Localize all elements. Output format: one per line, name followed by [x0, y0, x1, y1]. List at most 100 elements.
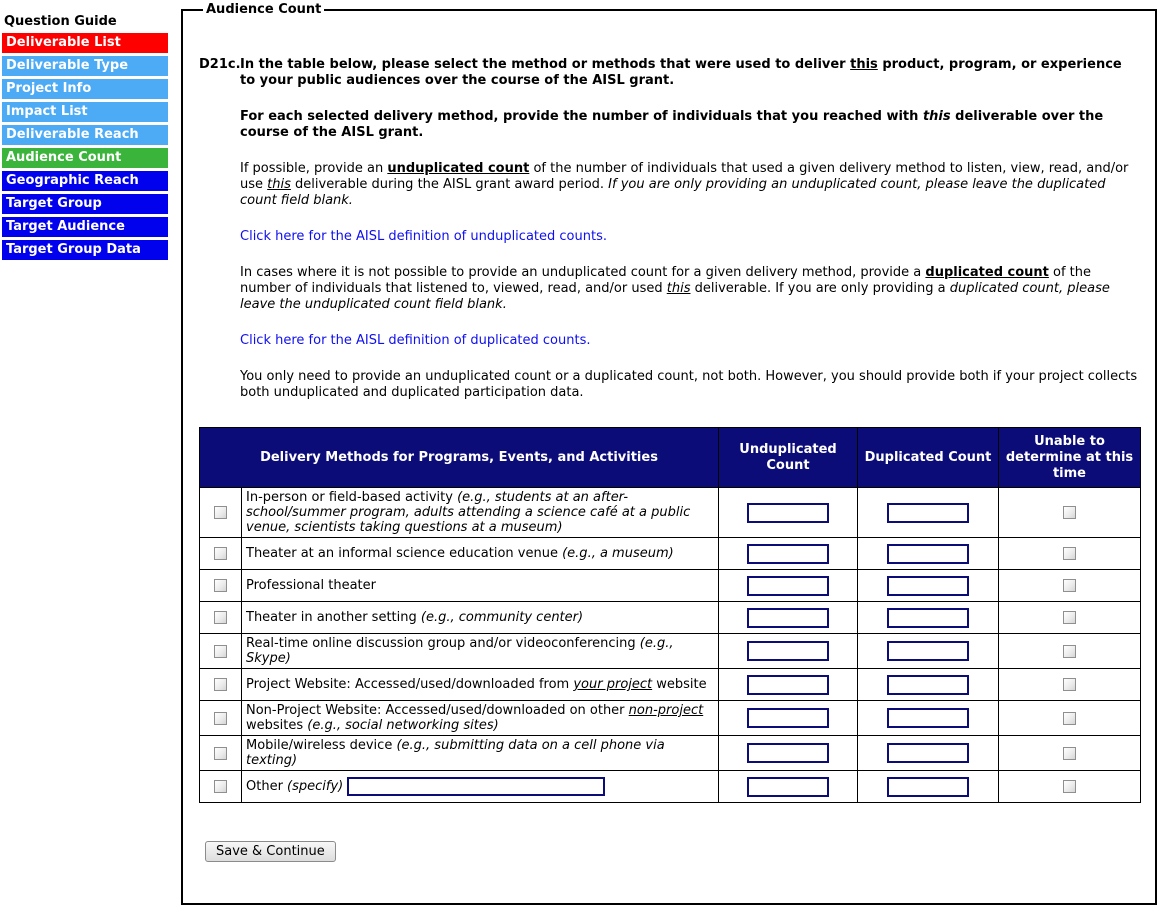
- method-select-cell: [199, 569, 242, 602]
- sidebar-nav-item[interactable]: Impact List: [2, 102, 168, 122]
- method-checkbox[interactable]: [214, 711, 227, 725]
- table-row: Theater in another setting (e.g., commun…: [199, 601, 1141, 634]
- sidebar-nav-item-label: Deliverable Reach: [6, 127, 139, 142]
- footer-actions: Save & Continue: [205, 841, 1141, 862]
- other-specify-input[interactable]: [347, 777, 606, 796]
- audience-count-panel: Audience Count D21c. In the table below,…: [181, 2, 1157, 905]
- duplicated-count-input[interactable]: [887, 543, 969, 564]
- unduplicated-count-cell: [718, 601, 858, 634]
- delivery-method-label: Theater at an informal science education…: [246, 546, 674, 561]
- delivery-method-label: Mobile/wireless device (e.g., submitting…: [246, 738, 665, 768]
- unable-to-determine-cell: [998, 601, 1141, 634]
- delivery-method-label: Non-Project Website: Accessed/used/downl…: [246, 703, 704, 733]
- delivery-method-cell: Theater at an informal science education…: [241, 537, 719, 570]
- unduplicated-count-input[interactable]: [747, 543, 829, 564]
- sidebar-nav-item-label: Target Group: [6, 196, 102, 211]
- method-checkbox[interactable]: [214, 644, 227, 658]
- duplicated-count-cell: [857, 569, 999, 602]
- sidebar-nav-item[interactable]: Target Group: [2, 194, 168, 214]
- sidebar-nav-item[interactable]: Target Group Data: [2, 240, 168, 260]
- duplicated-count-input[interactable]: [887, 641, 969, 661]
- table-row: Real-time online discussion group and/or…: [199, 633, 1141, 669]
- sidebar-nav-item-label: Project Info: [6, 81, 92, 96]
- method-checkbox[interactable]: [214, 506, 227, 519]
- question-paragraph: In the table below, please select the me…: [240, 57, 1122, 88]
- header-unduplicated-count: Unduplicated Count: [718, 427, 858, 488]
- method-checkbox[interactable]: [214, 746, 227, 760]
- unduplicated-count-cell: [718, 700, 858, 736]
- delivery-method-cell: Other (specify): [241, 770, 719, 803]
- method-checkbox[interactable]: [214, 611, 227, 624]
- duplicated-count-input[interactable]: [887, 575, 969, 596]
- unable-to-determine-cell: [998, 700, 1141, 736]
- definition-link[interactable]: Click here for the AISL definition of un…: [240, 229, 607, 244]
- method-checkbox[interactable]: [214, 678, 227, 691]
- method-checkbox[interactable]: [214, 547, 227, 560]
- sidebar-nav-item[interactable]: Project Info: [2, 79, 168, 99]
- unable-checkbox[interactable]: [1063, 644, 1076, 658]
- method-select-cell: [199, 633, 242, 669]
- delivery-method-label: Project Website: Accessed/used/downloade…: [246, 677, 707, 692]
- sidebar-nav-item[interactable]: Deliverable Reach: [2, 125, 168, 145]
- unduplicated-count-input[interactable]: [747, 708, 829, 728]
- sidebar-nav-item[interactable]: Deliverable Type: [2, 56, 168, 76]
- sidebar-nav-item[interactable]: Audience Count: [2, 148, 168, 168]
- duplicated-count-cell: [857, 770, 999, 803]
- unduplicated-count-cell: [718, 735, 858, 771]
- method-checkbox[interactable]: [214, 780, 227, 793]
- duplicated-count-input[interactable]: [887, 708, 969, 728]
- unable-checkbox[interactable]: [1063, 746, 1076, 760]
- delivery-method-label: Real-time online discussion group and/or…: [246, 636, 674, 666]
- duplicated-count-cell: [857, 537, 999, 570]
- unduplicated-count-input[interactable]: [747, 575, 829, 596]
- definition-link[interactable]: Click here for the AISL definition of du…: [240, 333, 591, 348]
- delivery-method-label: Other (specify): [246, 779, 344, 794]
- table-row: In-person or field-based activity (e.g.,…: [199, 487, 1141, 538]
- unable-checkbox[interactable]: [1063, 780, 1076, 793]
- sidebar-heading: Question Guide: [4, 14, 117, 29]
- sidebar-nav-item[interactable]: Target Audience: [2, 217, 168, 237]
- table-row: Professional theater: [199, 569, 1141, 602]
- delivery-method-cell: Theater in another setting (e.g., commun…: [241, 601, 719, 634]
- unable-checkbox[interactable]: [1063, 579, 1076, 592]
- sidebar-nav: Deliverable List Deliverable Type Project …: [2, 33, 168, 260]
- unduplicated-count-input[interactable]: [747, 607, 829, 628]
- sidebar-nav-item-label: Audience Count: [6, 150, 122, 165]
- duplicated-count-input[interactable]: [887, 674, 969, 695]
- unduplicated-count-input[interactable]: [747, 502, 829, 523]
- sidebar-nav-item[interactable]: Geographic Reach: [2, 171, 168, 191]
- sidebar-nav-item-label: Geographic Reach: [6, 173, 139, 188]
- method-checkbox[interactable]: [214, 579, 227, 592]
- unable-checkbox[interactable]: [1063, 547, 1076, 560]
- panel-legend: Audience Count: [206, 2, 322, 17]
- unable-checkbox[interactable]: [1063, 711, 1076, 725]
- duplicated-count-cell: [857, 700, 999, 736]
- save-continue-button[interactable]: Save & Continue: [205, 841, 336, 862]
- unable-checkbox[interactable]: [1063, 506, 1076, 519]
- unable-to-determine-cell: [998, 633, 1141, 669]
- unable-to-determine-cell: [998, 537, 1141, 570]
- sidebar-nav-item[interactable]: Deliverable List: [2, 33, 168, 53]
- unduplicated-count-cell: [718, 487, 858, 538]
- unduplicated-count-input[interactable]: [747, 743, 829, 763]
- duplicated-count-input[interactable]: [887, 502, 969, 523]
- unable-checkbox[interactable]: [1063, 678, 1076, 691]
- duplicated-count-input[interactable]: [887, 607, 969, 628]
- unduplicated-count-input[interactable]: [747, 641, 829, 661]
- method-select-cell: [199, 700, 242, 736]
- duplicated-count-input[interactable]: [887, 743, 969, 763]
- unduplicated-count-input[interactable]: [747, 776, 829, 797]
- sidebar-nav-item-label: Target Group Data: [6, 242, 141, 257]
- sidebar-nav-item-label: Deliverable List: [6, 35, 121, 50]
- unable-checkbox[interactable]: [1063, 611, 1076, 624]
- header-duplicated-count: Duplicated Count: [857, 427, 999, 488]
- duplicated-count-input[interactable]: [887, 776, 969, 797]
- delivery-method-label: Professional theater: [246, 578, 376, 593]
- unduplicated-count-input[interactable]: [747, 674, 829, 695]
- duplicated-count-cell: [857, 487, 999, 538]
- delivery-method-cell: In-person or field-based activity (e.g.,…: [241, 487, 719, 538]
- sidebar-nav-item-label: Impact List: [6, 104, 88, 119]
- method-select-cell: [199, 668, 242, 701]
- unduplicated-count-cell: [718, 569, 858, 602]
- unable-to-determine-cell: [998, 569, 1141, 602]
